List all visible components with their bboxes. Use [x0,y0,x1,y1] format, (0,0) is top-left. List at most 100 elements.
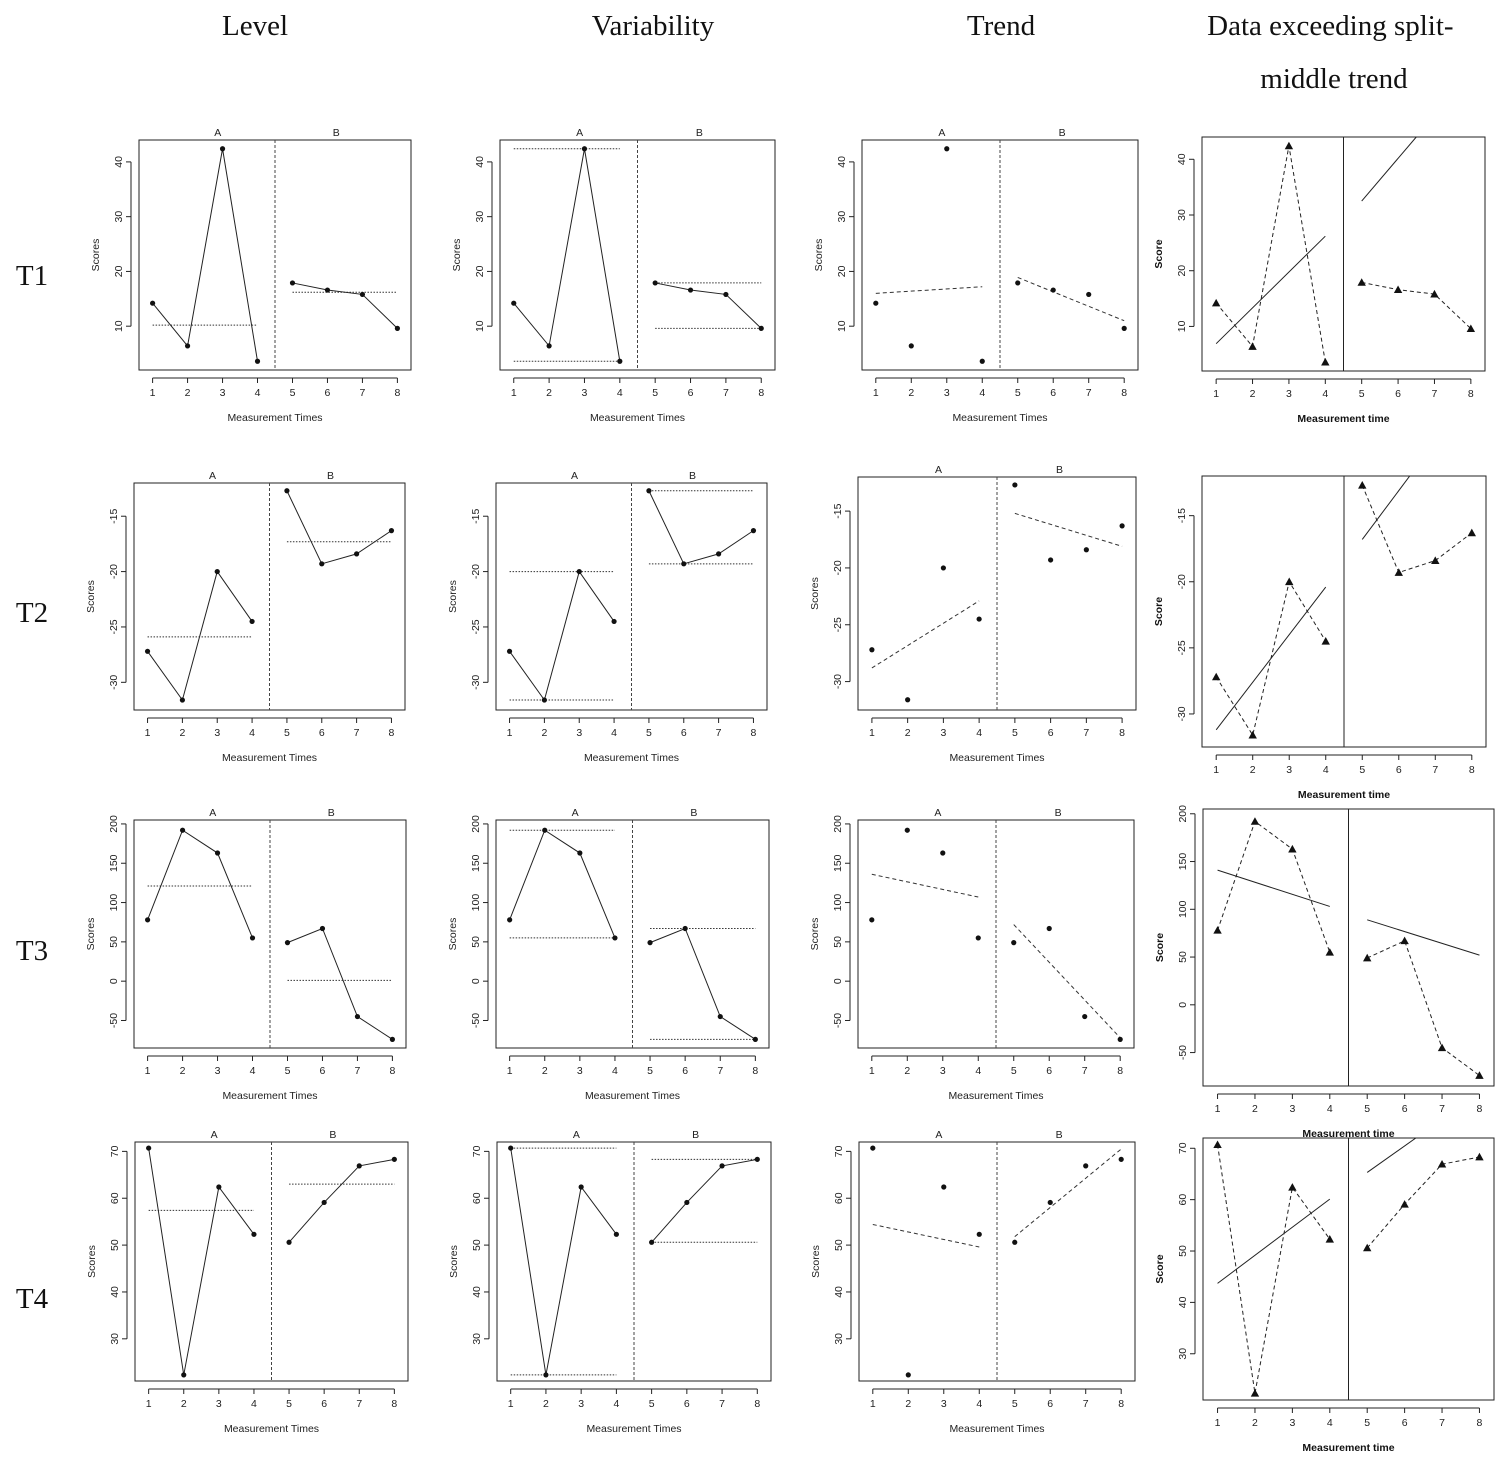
data-point [1437,1160,1447,1168]
x-tick-label: 8 [1477,1103,1483,1115]
x-tick-label: 7 [719,1398,725,1410]
data-point [1082,1013,1088,1020]
data-point [319,925,326,932]
data-point [975,935,981,941]
y-tick-label: 200 [832,815,844,833]
x-axis-label: Measurement Times [227,412,322,424]
data-point [1119,523,1125,529]
data-point [1325,948,1334,956]
data-point [1047,1199,1053,1206]
y-tick-label: 150 [832,854,844,872]
y-tick-label: -50 [832,1013,844,1028]
plot-area [871,873,1121,1039]
phase-label-a: A [211,1129,218,1141]
x-tick-label: 1 [1215,1417,1221,1429]
data-point [758,325,764,331]
x-tick-label: 5 [647,1065,653,1077]
plot-area [147,490,392,702]
data-point [1288,1183,1297,1191]
y-tick-label: 50 [1177,1245,1189,1257]
x-tick-label: 5 [1015,387,1021,399]
plot-area [510,1147,758,1376]
data-point [319,561,325,567]
data-point [511,300,517,306]
series-line-phase-b [1366,940,1480,1076]
x-axis-label: Measurement Times [222,752,317,764]
y-tick-label: 30 [836,211,848,223]
x-tick-label: 2 [1250,764,1256,776]
y-tick-label: 70 [471,1145,483,1157]
series-line-phase-a [1217,820,1331,953]
x-tick-label: 5 [286,1398,292,1410]
x-tick-label: 3 [940,1065,946,1077]
x-tick-label: 8 [754,1398,760,1410]
data-point [1048,557,1054,563]
x-axis-label: Measurement Times [585,1090,680,1102]
data-point [905,697,911,703]
data-point [577,850,583,856]
x-tick-label: 1 [1213,764,1219,776]
data-point [1394,568,1403,576]
y-tick-label: -20 [832,560,844,575]
data-point [1467,528,1476,537]
y-tick-label: 40 [113,156,125,168]
y-tick-label: 70 [833,1145,845,1157]
x-tick-label: 3 [220,387,226,399]
y-tick-label: 100 [108,894,120,912]
phase-label-b: B [689,470,696,482]
x-tick-label: 1 [873,387,879,399]
y-tick-label: 100 [1177,900,1189,918]
data-point [681,561,687,567]
data-point [1321,637,1330,645]
data-point [179,697,185,703]
phase-label-a: A [572,807,579,819]
y-tick-label: 40 [1176,153,1188,165]
y-axis-label: Score [1154,933,1166,962]
data-point [1086,291,1092,298]
data-point [908,343,914,349]
data-point [1357,278,1366,286]
data-point [976,616,982,622]
x-tick-label: 6 [319,727,325,739]
trend-line-a [871,600,980,669]
x-tick-label: 6 [1396,764,1402,776]
x-tick-label: 1 [869,727,875,739]
y-tick-label: -15 [1176,508,1188,523]
y-tick-label: -50 [1177,1045,1189,1060]
data-point [1321,357,1330,366]
phase-label-b: B [327,470,334,482]
series-line-phase-a [513,148,621,362]
data-point [940,565,946,571]
data-point [716,551,722,557]
x-tick-label: 8 [394,387,400,399]
x-tick-label: 8 [1117,1065,1123,1077]
y-tick-label: 50 [832,936,844,948]
x-tick-label: 7 [716,727,722,739]
x-tick-label: 7 [1439,1417,1445,1429]
x-tick-label: 3 [941,1398,947,1410]
x-axis-label: Measurement time [1302,1128,1394,1140]
data-point [1050,287,1056,293]
data-point [181,1372,187,1378]
data-point [904,827,910,833]
x-tick-label: 6 [1395,388,1401,400]
x-tick-label: 2 [546,387,552,399]
x-tick-label: 6 [1050,387,1056,399]
series-line-phase-a [1215,580,1327,737]
x-axis-label: Measurement time [1298,789,1390,801]
y-tick-label: 30 [833,1333,845,1345]
data-point [359,291,366,298]
y-tick-label: -50 [470,1013,482,1028]
plot-area [875,276,1125,322]
y-tick-label: 30 [1176,209,1188,221]
series-line-phase-b [1361,485,1473,574]
plot-area [872,1148,1122,1248]
x-tick-label: 2 [541,727,547,739]
data-point [873,300,879,306]
x-tick-label: 3 [577,1065,583,1077]
data-point [612,935,618,941]
phase-label-a: A [935,1129,942,1141]
x-tick-label: 1 [507,727,513,739]
x-tick-label: 7 [1086,387,1092,399]
phase-label-a: A [209,470,216,482]
